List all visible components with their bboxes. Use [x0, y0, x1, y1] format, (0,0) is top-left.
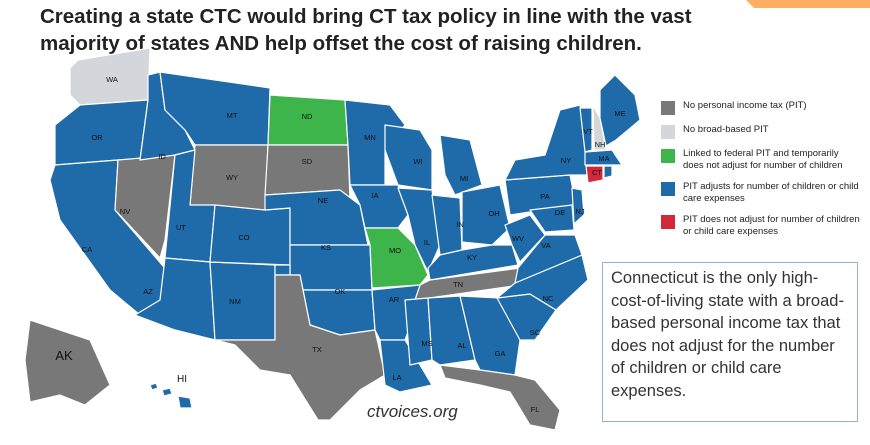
state-wi — [384, 124, 433, 191]
state-label-ak: AK — [55, 348, 73, 363]
state-al — [427, 295, 476, 366]
state-label-ma: MA — [598, 154, 609, 163]
state-label-vt: VT — [583, 127, 593, 136]
state-ct — [585, 165, 604, 184]
legend-item: Linked to federal PIT and temporarily do… — [661, 148, 861, 172]
legend-swatch — [661, 149, 675, 163]
state-label-sd: SD — [302, 157, 313, 166]
state-label-mi: MI — [460, 174, 468, 183]
state-label-ms: MS — [421, 339, 432, 348]
state-ri — [603, 165, 613, 179]
state-label-va: VA — [541, 241, 550, 250]
state-label-al: AL — [457, 341, 466, 350]
state-label-in: IN — [456, 220, 464, 229]
state-label-tx: TX — [312, 345, 322, 354]
state-label-nv: NV — [120, 207, 130, 216]
state-hi — [149, 382, 159, 391]
legend-swatch — [661, 215, 675, 229]
state-label-id: ID — [158, 152, 166, 161]
state-hi — [177, 395, 193, 409]
state-co — [209, 204, 291, 266]
state-label-hi: HI — [177, 374, 187, 385]
state-label-wv: WV — [512, 234, 524, 243]
state-label-mt: MT — [227, 111, 238, 120]
legend-swatch — [661, 101, 675, 115]
state-wv — [504, 214, 546, 263]
state-ms — [404, 297, 433, 366]
state-oh — [461, 184, 511, 246]
state-label-nj: NJ — [575, 207, 584, 216]
state-label-or: OR — [91, 133, 103, 142]
state-ny — [504, 104, 593, 181]
source-label: ctvoices.org — [367, 402, 458, 421]
legend-label: No personal income tax (PIT) — [683, 100, 807, 111]
state-label-nd: ND — [302, 112, 313, 121]
state-label-ar: AR — [389, 295, 400, 304]
state-label-ga: GA — [495, 349, 506, 358]
state-label-tn: TN — [453, 280, 463, 289]
state-me — [599, 74, 641, 147]
state-label-il: IL — [424, 238, 430, 247]
state-mi — [439, 134, 483, 196]
legend-label: PIT adjusts for number of children or ch… — [683, 181, 859, 204]
state-il — [397, 187, 441, 273]
state-label-sc: SC — [530, 328, 541, 337]
legend-label: PIT does not adjust for number of childr… — [683, 214, 860, 237]
state-label-wi: WI — [413, 157, 422, 166]
legend-item: No broad-based PIT — [661, 124, 861, 139]
state-label-ut: UT — [176, 223, 186, 232]
state-label-fl: FL — [531, 405, 540, 414]
state-label-ct: CT — [592, 168, 602, 177]
callout-box: Connecticut is the only high-cost-of-liv… — [602, 262, 858, 422]
state-label-az: AZ — [143, 287, 153, 296]
state-label-mn: MN — [364, 133, 376, 142]
legend-swatch — [661, 125, 675, 139]
state-de — [529, 204, 575, 233]
legend: No personal income tax (PIT) No broad-bas… — [661, 100, 861, 247]
state-label-de: DE — [555, 208, 565, 217]
state-vt — [579, 107, 593, 153]
state-label-pa: PA — [540, 192, 549, 201]
state-label-ny: NY — [561, 156, 571, 165]
state-label-wa: WA — [106, 75, 118, 84]
state-nj — [571, 187, 585, 225]
accent-bar — [746, 0, 870, 8]
state-label-ca: CA — [82, 245, 92, 254]
state-label-ky: KY — [467, 253, 477, 262]
legend-swatch — [661, 182, 675, 196]
state-mn — [344, 99, 406, 186]
state-hi — [161, 387, 173, 397]
state-tx — [214, 274, 386, 421]
state-label-nm: NM — [229, 297, 241, 306]
state-label-ks: KS — [321, 243, 331, 252]
state-nm — [209, 261, 276, 341]
legend-item: PIT does not adjust for number of childr… — [661, 214, 861, 238]
state-mo — [364, 227, 429, 289]
state-ak — [24, 319, 111, 406]
state-fl — [439, 364, 561, 431]
legend-label: Linked to federal PIT and temporarily do… — [683, 148, 843, 171]
page-title: Creating a state CTC would bring CT tax … — [40, 5, 692, 55]
state-la — [379, 339, 433, 393]
legend-item: No personal income tax (PIT) — [661, 100, 861, 115]
state-label-co: CO — [238, 233, 249, 242]
state-label-nh: NH — [595, 140, 606, 149]
state-label-nc: NC — [543, 294, 554, 303]
state-label-me: ME — [614, 109, 625, 118]
state-ma — [584, 149, 623, 166]
legend-item: PIT adjusts for number of children or ch… — [661, 181, 861, 205]
state-label-oh: OH — [488, 209, 499, 218]
legend-label: No broad-based PIT — [683, 124, 769, 135]
state-label-wy: WY — [226, 173, 238, 182]
state-label-mo: MO — [389, 246, 401, 255]
state-label-ia: IA — [371, 191, 378, 200]
state-label-la: LA — [392, 373, 401, 382]
state-label-ne: NE — [318, 196, 328, 205]
callout-text: Connecticut is the only high-cost-of-liv… — [611, 269, 844, 400]
state-label-ok: OK — [335, 287, 346, 296]
